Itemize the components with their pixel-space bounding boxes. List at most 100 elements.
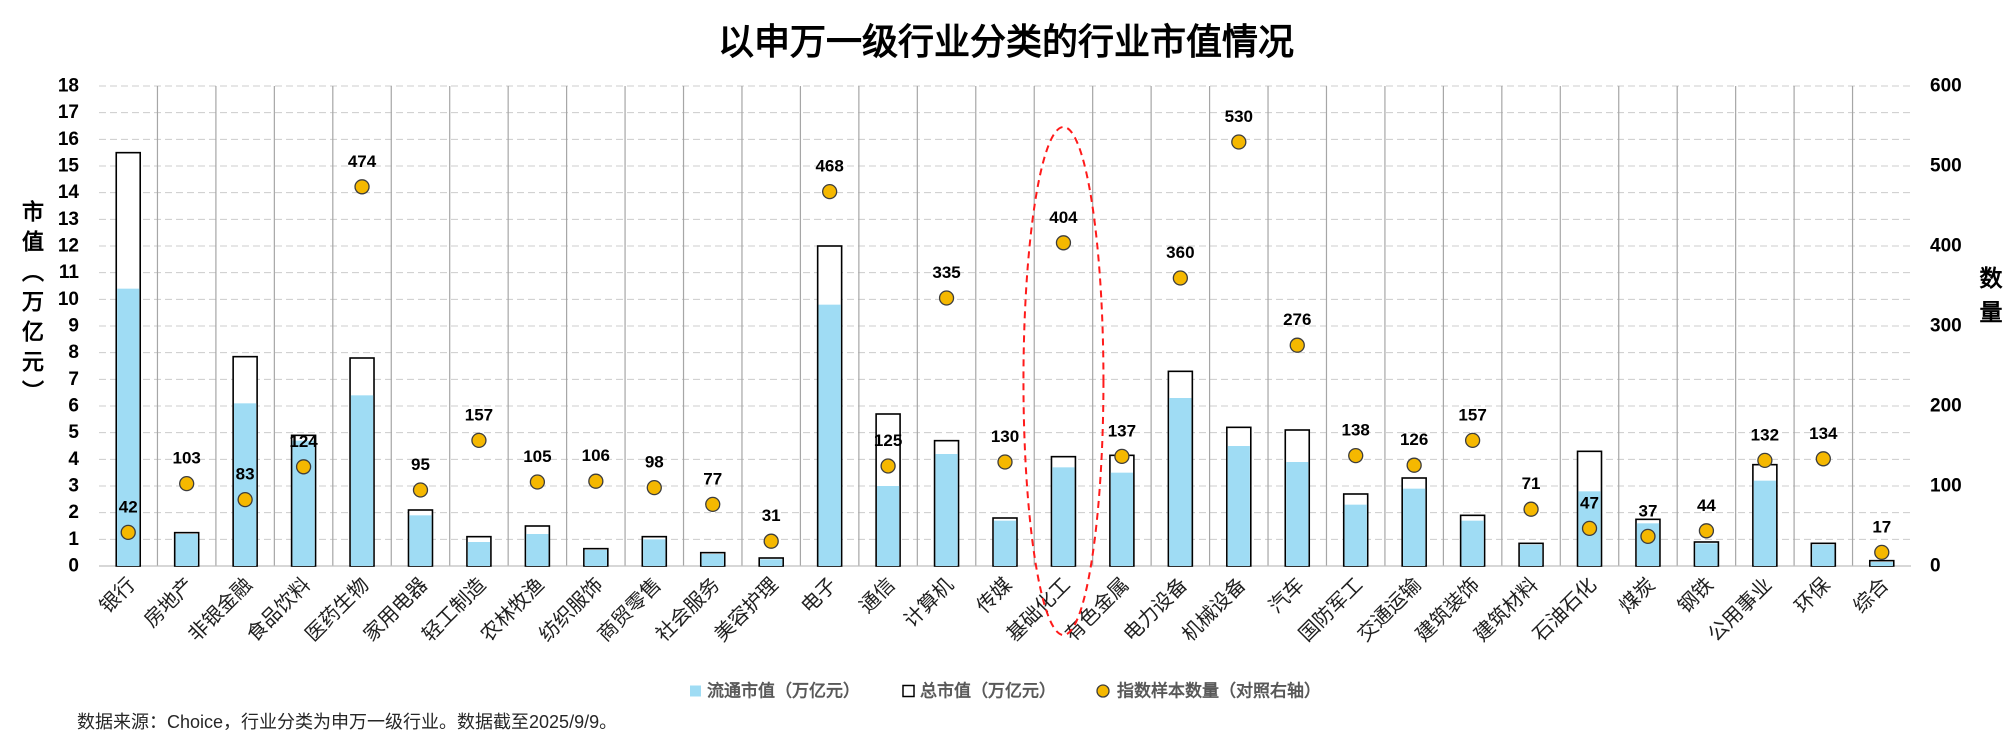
category-label: 非银金融 <box>184 573 257 646</box>
y-tick-label: 16 <box>58 129 79 150</box>
data-label: 125 <box>874 431 902 450</box>
data-label: 105 <box>523 447 551 466</box>
sample-count-point <box>295 459 312 475</box>
sample-count-point <box>237 491 253 508</box>
category-label: 钢铁 <box>1673 573 1718 618</box>
data-label: 468 <box>815 157 843 176</box>
y2-tick-label: 100 <box>1930 476 1962 497</box>
category-label: 美容护理 <box>710 573 783 646</box>
float-market-cap-bar <box>1753 480 1776 566</box>
float-market-cap-bar <box>1052 467 1075 566</box>
y2-tick-label: 500 <box>1930 156 1962 177</box>
sample-count-point <box>646 479 662 496</box>
data-label: 47 <box>1580 493 1599 512</box>
sample-count-point <box>763 533 779 549</box>
sample-count-point <box>354 179 370 195</box>
data-label: 31 <box>762 506 781 525</box>
data-label: 132 <box>1751 425 1779 444</box>
y-tick-label: 6 <box>68 396 79 417</box>
data-label: 276 <box>1283 310 1311 329</box>
sample-count-point <box>1055 235 1072 251</box>
data-label: 98 <box>645 453 664 472</box>
float-market-cap-bar <box>701 554 724 566</box>
sample-count-point <box>705 496 721 513</box>
sample-count-point <box>821 183 838 200</box>
y-tick-label: 18 <box>58 76 79 97</box>
float-market-cap-bar <box>1169 398 1192 566</box>
y-tick-label: 1 <box>68 529 79 550</box>
y-tick-label: 17 <box>58 102 79 123</box>
data-label: 157 <box>465 405 493 424</box>
y-tick-label: 3 <box>68 476 79 497</box>
y-tick-label: 9 <box>68 316 79 337</box>
footnote: 数据来源：Choice，行业分类为申万一级行业。数据截至2025/9/9。 <box>77 712 617 732</box>
category-label: 基础化工 <box>1002 573 1075 646</box>
float-market-cap-bar <box>1519 544 1543 566</box>
y2-tick-label: 400 <box>1930 236 1962 257</box>
float-market-cap-bar <box>1286 462 1309 566</box>
sample-count-point <box>938 290 955 306</box>
float-market-cap-bar <box>877 486 900 566</box>
legend-label-float-market-cap: 流通市值（万亿元） <box>707 681 860 701</box>
y2-tick-label: 300 <box>1930 316 1962 337</box>
data-label: 530 <box>1225 107 1253 126</box>
y2-tick-label: 200 <box>1930 396 1962 417</box>
data-label: 44 <box>1697 496 1716 515</box>
category-label: 通信 <box>855 573 900 618</box>
data-label: 37 <box>1639 501 1658 520</box>
category-label: 商贸零售 <box>593 573 666 646</box>
category-label: 纺织服饰 <box>535 573 608 646</box>
sample-count-point <box>412 482 429 498</box>
y2-axis-label: 数量 <box>1976 266 2002 334</box>
sample-count-point <box>1640 528 1656 545</box>
sample-count-point <box>1289 337 1305 353</box>
data-label: 124 <box>289 432 318 451</box>
category-label: 电力设备 <box>1119 573 1192 646</box>
legend: 流通市值（万亿元） 总市值（万亿元） 指数样本数量（对照右轴） <box>690 681 1321 701</box>
bars <box>115 151 1895 567</box>
data-label: 17 <box>1872 517 1891 536</box>
category-label: 国防军工 <box>1294 573 1367 646</box>
float-market-cap-bar <box>234 403 257 566</box>
category-label: 电子 <box>797 573 842 618</box>
sample-count-point <box>1757 452 1773 469</box>
legend-marker-sample-count <box>1096 684 1110 698</box>
float-market-cap-bar <box>1461 520 1484 566</box>
legend-label-sample-count: 指数样本数量（对照右轴） <box>1117 681 1321 701</box>
category-label: 家用电器 <box>359 573 432 646</box>
y-tick-label: 7 <box>68 369 79 390</box>
y-tick-label: 2 <box>68 502 79 523</box>
float-market-cap-bar <box>467 542 491 566</box>
sample-count-point <box>1464 432 1481 449</box>
float-market-cap-bar <box>818 304 841 566</box>
sample-count-point <box>1348 447 1364 464</box>
data-label: 360 <box>1166 243 1194 262</box>
legend-marker-float-market-cap <box>690 685 701 697</box>
float-market-cap-bar <box>1403 488 1426 566</box>
float-market-cap-bar <box>643 539 666 566</box>
data-label: 103 <box>172 449 200 468</box>
data-label: 157 <box>1458 405 1486 424</box>
sample-count-point <box>120 524 136 541</box>
sample-count-point <box>1406 457 1422 473</box>
gridlines <box>99 85 1911 540</box>
float-market-cap-bar <box>1344 504 1367 566</box>
data-label: 106 <box>582 446 610 465</box>
y-tick-label: 0 <box>68 556 79 577</box>
chart-title: 以申万一级行业分类的行业市值情况 <box>718 21 1294 62</box>
category-label: 有色金属 <box>1061 573 1134 646</box>
highlight-ellipse <box>1022 126 1105 636</box>
category-label: 农林牧渔 <box>476 573 549 646</box>
y-tick-label: 12 <box>58 236 79 257</box>
sample-count-point <box>1231 134 1247 150</box>
category-label: 环保 <box>1790 573 1835 618</box>
sample-count-point <box>179 475 195 492</box>
sample-count-point <box>1523 501 1539 517</box>
category-label: 机械设备 <box>1178 573 1251 646</box>
sample-count-point <box>471 432 487 449</box>
y-tick-label: 13 <box>58 209 79 230</box>
float-market-cap-bar <box>117 288 140 566</box>
category-separators <box>99 86 1911 567</box>
